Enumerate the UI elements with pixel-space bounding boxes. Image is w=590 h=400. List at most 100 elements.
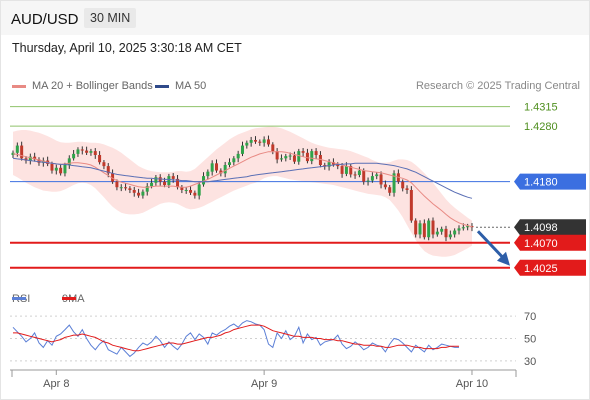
- candle-body: [288, 155, 292, 157]
- candle-body: [435, 231, 439, 235]
- candle-body: [67, 158, 71, 165]
- candle-body: [331, 162, 335, 165]
- candle-body: [444, 228, 448, 238]
- level-tag-1.4098: [514, 219, 586, 236]
- level-tag-1.4025: [514, 259, 586, 276]
- candle-body: [370, 176, 374, 181]
- candle-body: [405, 188, 409, 190]
- candle-body: [349, 166, 353, 175]
- candle-body: [41, 160, 45, 163]
- candle-body: [24, 158, 28, 161]
- candle-body: [33, 156, 37, 160]
- candle-body: [327, 162, 331, 167]
- legend-ma50: MA 50: [155, 80, 206, 92]
- candle-body: [141, 191, 145, 196]
- candle-body: [215, 163, 219, 171]
- forecast-arrow-head: [497, 251, 510, 266]
- candle-body: [388, 187, 392, 193]
- legend-ma20-label: MA 20 + Bollinger Bands: [32, 80, 153, 92]
- ma20-swatch: [12, 85, 26, 88]
- candle-body: [197, 184, 201, 196]
- candle-body: [375, 174, 379, 177]
- candle-body: [457, 228, 461, 231]
- level-label-1.4180: 1.4180: [524, 177, 558, 189]
- candle-body: [314, 151, 318, 155]
- forecast-arrow-shaft: [476, 230, 507, 261]
- ma20-line: [12, 151, 473, 228]
- rsi-tick-30: 30: [524, 356, 536, 368]
- candle-body: [284, 156, 288, 159]
- candle-body: [297, 151, 301, 162]
- candle-body: [202, 176, 206, 185]
- candle-body: [154, 177, 158, 183]
- candle-body: [223, 165, 227, 174]
- candle-body: [418, 223, 422, 235]
- candle-body: [54, 167, 58, 171]
- level-label-1.4070: 1.4070: [524, 238, 558, 250]
- candle-body: [189, 190, 193, 193]
- candle-body: [440, 228, 444, 232]
- candle-body: [15, 145, 19, 153]
- candle-body: [37, 159, 41, 163]
- candle-body: [392, 173, 396, 193]
- candle-body: [279, 158, 283, 160]
- candle-body: [124, 187, 128, 189]
- candle-body: [50, 163, 54, 171]
- candle-body: [59, 167, 63, 174]
- candle-body: [240, 145, 244, 154]
- candle-body: [137, 192, 141, 196]
- candle-body: [383, 184, 387, 188]
- candle-body: [262, 139, 266, 143]
- candle-body: [258, 141, 262, 143]
- candle-body: [102, 162, 106, 167]
- candle-body: [76, 149, 80, 154]
- candle-body: [310, 151, 314, 162]
- rsi-tick-50: 50: [524, 334, 536, 346]
- candle-body: [422, 223, 426, 238]
- candle-body: [409, 190, 413, 221]
- chart-datetime: Thursday, April 10, 2025 3:30:18 AM CET: [12, 41, 242, 55]
- legend-ma50-label: MA 50: [175, 80, 207, 92]
- candle-body: [111, 173, 115, 182]
- candle-body: [357, 170, 361, 175]
- rsi-tick-70: 70: [524, 311, 536, 323]
- ma50-swatch: [155, 85, 169, 88]
- candle-body: [98, 155, 102, 163]
- candle-body: [305, 152, 309, 162]
- candle-body: [20, 145, 24, 159]
- candle-body: [210, 163, 214, 172]
- candle-body: [245, 142, 249, 146]
- candle-body: [236, 153, 240, 159]
- candle-body: [461, 227, 465, 229]
- candle-body: [353, 174, 357, 176]
- candle-body: [232, 158, 236, 163]
- level-label-1.4315: 1.4315: [524, 102, 558, 114]
- x-tick-label: Apr 9: [251, 378, 277, 390]
- x-tick-label: Apr 10: [456, 378, 488, 390]
- timeframe-badge[interactable]: 30 MIN: [84, 8, 137, 28]
- research-credit: Research © 2025 Trading Central: [415, 80, 580, 92]
- candle-body: [249, 140, 253, 143]
- candle-body: [119, 187, 123, 189]
- level-tag-1.4070: [514, 234, 586, 251]
- candle-body: [80, 149, 84, 151]
- candle-body: [150, 182, 154, 187]
- candle-body: [93, 151, 97, 155]
- candle-body: [115, 181, 119, 188]
- candle-body: [219, 170, 223, 174]
- candle-body: [171, 176, 175, 179]
- rsi-ma-swatch: [62, 297, 76, 300]
- candle-body: [132, 190, 136, 193]
- candle-body: [401, 181, 405, 189]
- candle-body: [193, 192, 197, 196]
- candle-body: [453, 230, 457, 235]
- legend-rsi: RSI: [12, 293, 30, 305]
- level-label-1.4098: 1.4098: [524, 222, 558, 234]
- candle-body: [271, 144, 275, 152]
- candle-body: [336, 164, 340, 167]
- candle-body: [253, 140, 257, 142]
- candle-body: [379, 174, 383, 185]
- rsi-line: [12, 320, 459, 358]
- header-bar: AUD/USD 30 MIN: [1, 1, 589, 35]
- candle-body: [344, 166, 348, 174]
